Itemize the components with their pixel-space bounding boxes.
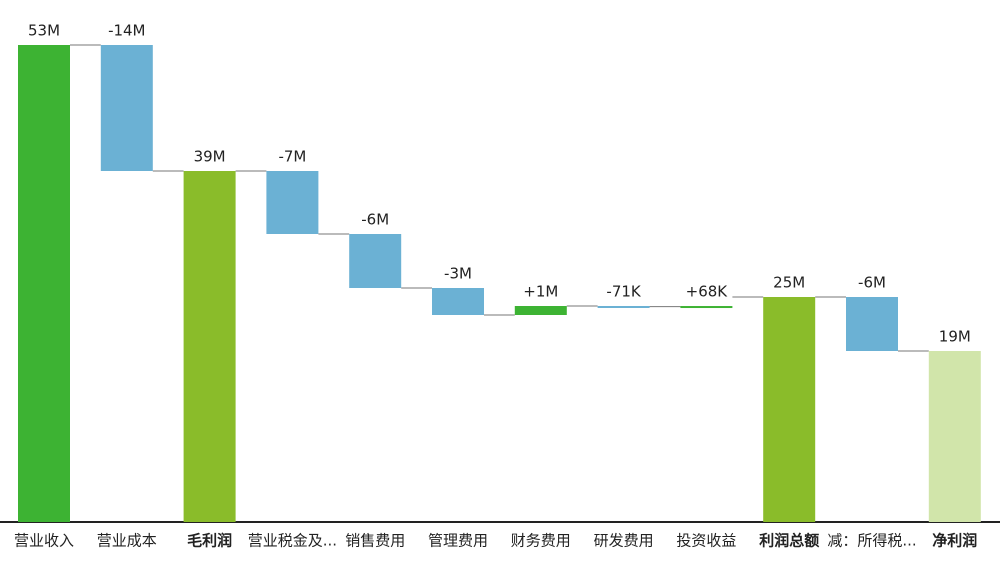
data-label: -7M xyxy=(278,148,306,166)
x-tick-label: 营业成本 xyxy=(97,532,157,550)
x-tick-label: 销售费用 xyxy=(345,532,405,550)
data-label: 53M xyxy=(28,22,60,40)
data-label: -6M xyxy=(361,211,389,229)
bar xyxy=(266,171,319,234)
data-label: 39M xyxy=(194,148,226,166)
data-label: -14M xyxy=(108,22,145,40)
x-tick-label: 营业税金及... xyxy=(248,532,337,550)
bar xyxy=(763,297,816,522)
data-label: +68K xyxy=(686,283,729,301)
data-label: -71K xyxy=(606,283,641,301)
data-label: 25M xyxy=(773,274,805,292)
bar xyxy=(928,351,981,522)
bar xyxy=(846,297,898,351)
data-label: 19M xyxy=(939,328,971,346)
bar xyxy=(514,306,567,315)
bar xyxy=(183,171,236,522)
x-tick-label: 减：所得税... xyxy=(827,532,916,550)
bar xyxy=(349,234,402,288)
bar xyxy=(100,45,153,171)
bar xyxy=(432,288,484,315)
bar xyxy=(597,306,650,308)
x-tick-label: 利润总额 xyxy=(759,532,819,550)
x-tick-label: 投资收益 xyxy=(676,532,736,550)
bar xyxy=(680,306,733,309)
data-label: -6M xyxy=(858,274,886,292)
x-tick-label: 研发费用 xyxy=(594,532,654,550)
x-tick-label: 营业收入 xyxy=(14,532,74,550)
data-label: -3M xyxy=(444,265,472,283)
x-tick-label: 财务费用 xyxy=(511,532,571,550)
bar xyxy=(18,45,70,522)
x-tick-label: 净利润 xyxy=(932,532,977,550)
x-tick-label: 管理费用 xyxy=(428,532,488,550)
data-label: +1M xyxy=(523,283,558,301)
x-tick-label: 毛利润 xyxy=(187,532,232,550)
